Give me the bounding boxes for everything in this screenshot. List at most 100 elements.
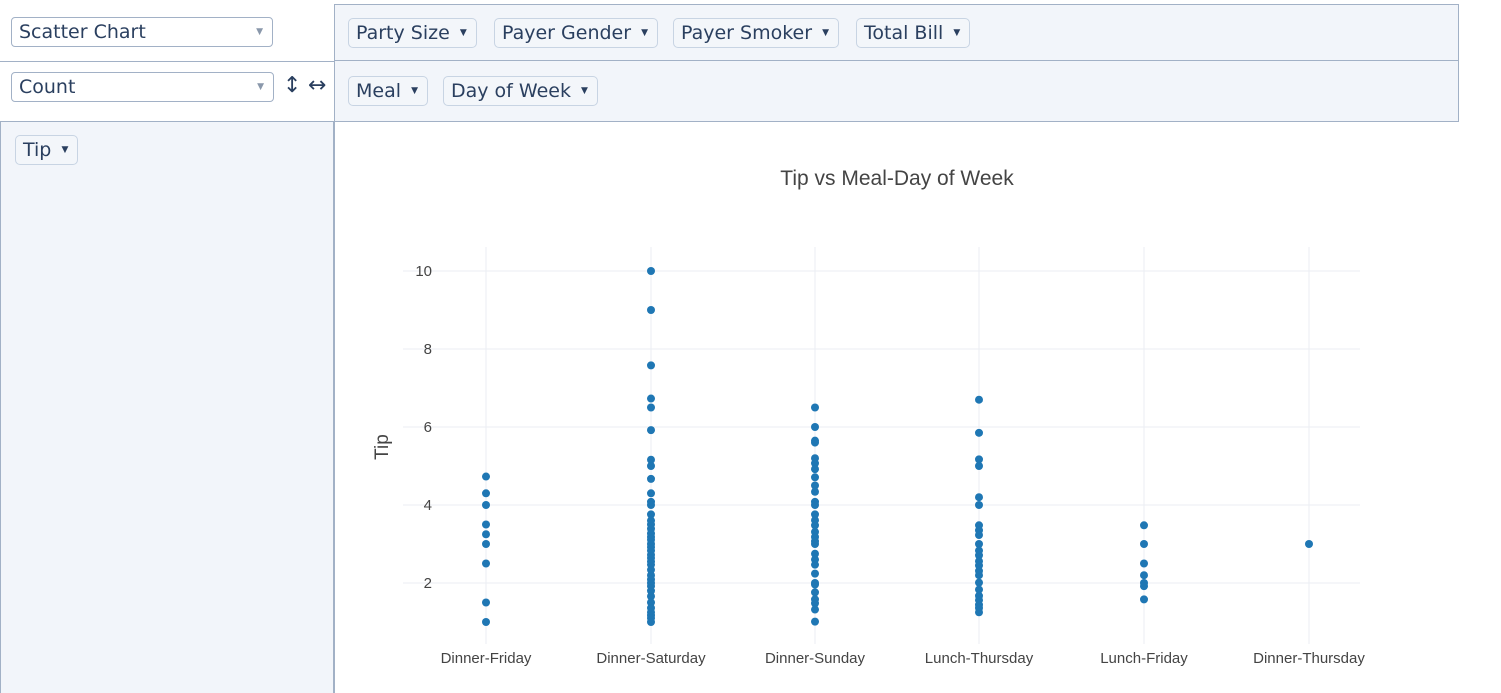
triangle-down-icon[interactable]: ▼ <box>411 86 419 96</box>
scatter-point <box>1140 571 1148 580</box>
scatter-point <box>482 598 490 607</box>
attribute-pill-tip[interactable]: Tip ▼ <box>15 135 79 165</box>
scatter-point <box>647 267 655 275</box>
attribute-pill-label: Payer Gender <box>502 22 632 44</box>
y-axis-label: Tip <box>372 434 393 460</box>
scatter-point <box>975 493 983 502</box>
x-tick-label: Dinner-Friday <box>441 650 532 667</box>
triangle-down-icon[interactable]: ▼ <box>822 28 830 38</box>
scatter-chart: Tip vs Meal-Day of Week Dinner-Friday Din… <box>372 167 1366 667</box>
attribute-pill-party-size[interactable]: Party Size ▼ <box>348 18 477 48</box>
scatter-point <box>1140 595 1148 604</box>
column-attributes-area: Party Size ▼ Payer Gender ▼ Payer Smoker… <box>334 4 1459 61</box>
scatter-point <box>647 618 655 626</box>
scatter-point <box>482 520 490 529</box>
renderer-cell: Scatter Chart ▼ <box>0 0 334 62</box>
horizontal-arrows-icon[interactable]: ↔ <box>308 73 327 98</box>
scatter-point <box>811 580 819 589</box>
chevron-down-icon: ▼ <box>257 82 264 92</box>
scatter-point <box>975 428 983 437</box>
scatter-point <box>811 473 819 482</box>
y-tick-label: 2 <box>424 575 432 592</box>
scatter-point <box>811 487 819 496</box>
y-tick-label: 6 <box>424 419 432 436</box>
scatter-point <box>647 394 655 403</box>
scatter-point <box>975 551 983 560</box>
chart-grid <box>403 247 1360 644</box>
scatter-point <box>482 559 490 568</box>
aggregator-cell: Count ▼ ↕ ↔ <box>0 62 334 122</box>
triangle-down-icon[interactable]: ▼ <box>581 86 588 96</box>
attribute-pill-label: Payer Smoker <box>681 22 813 44</box>
scatter-point <box>647 462 655 470</box>
scatter-point <box>975 395 983 404</box>
attribute-pill-day-of-week[interactable]: Day of Week ▼ <box>443 76 598 106</box>
scatter-point <box>811 465 819 474</box>
scatter-point <box>811 588 819 597</box>
scatter-point <box>975 571 983 580</box>
scatter-point <box>647 501 655 509</box>
attribute-pill-meal[interactable]: Meal ▼ <box>348 76 429 106</box>
scatter-point <box>811 560 819 569</box>
attribute-pill-payer-gender[interactable]: Payer Gender ▼ <box>494 18 659 48</box>
y-tick-label: 10 <box>415 263 432 280</box>
scatter-point <box>811 617 819 626</box>
scatter-point <box>482 489 490 498</box>
scatter-point <box>975 540 983 548</box>
renderer-select-value: Scatter Chart <box>19 21 146 43</box>
vertical-arrows-icon[interactable]: ↕ <box>283 73 302 98</box>
attribute-pill-label: Meal <box>356 80 402 102</box>
scatter-point <box>482 618 490 626</box>
x-axis-ticks: Dinner-Friday Dinner-Saturday Dinner-Sunda… <box>441 650 1366 667</box>
scatter-point <box>647 489 655 498</box>
aggregator-select-value: Count <box>19 76 76 98</box>
scatter-point <box>647 306 655 314</box>
scatter-point <box>811 569 819 578</box>
scatter-point <box>975 462 983 470</box>
scatter-point <box>811 501 819 509</box>
scatter-point <box>811 521 819 530</box>
y-tick-label: 8 <box>424 341 432 358</box>
attribute-pill-label: Party Size <box>356 22 450 44</box>
scatter-point <box>647 592 655 601</box>
attribute-pill-payer-smoker[interactable]: Payer Smoker ▼ <box>673 18 840 48</box>
scatter-point <box>811 423 819 431</box>
scatter-point <box>482 472 490 481</box>
x-tick-label: Lunch-Thursday <box>925 650 1034 667</box>
scatter-point <box>1140 559 1148 568</box>
scatter-point <box>811 599 819 608</box>
triangle-down-icon[interactable]: ▼ <box>459 28 467 38</box>
attribute-pill-total-bill[interactable]: Total Bill ▼ <box>856 18 971 48</box>
triangle-down-icon[interactable]: ▼ <box>953 28 961 38</box>
scatter-point <box>647 426 655 435</box>
scatter-point <box>647 403 655 412</box>
scatter-point <box>647 455 655 464</box>
scatter-point <box>811 481 819 490</box>
scatter-point <box>811 438 819 447</box>
scatter-point <box>1140 521 1148 530</box>
scatter-point <box>811 459 819 468</box>
x-tick-label: Dinner-Thursday <box>1253 650 1365 667</box>
renderer-select[interactable]: Scatter Chart ▼ <box>11 17 273 47</box>
scatter-point <box>482 530 490 539</box>
triangle-down-icon[interactable]: ▼ <box>61 145 69 155</box>
scatter-point <box>1140 540 1148 548</box>
scatter-point <box>647 474 655 483</box>
scatter-point <box>811 403 819 412</box>
chevron-down-icon: ▼ <box>256 27 263 37</box>
y-axis-ticks: 2 4 6 8 10 <box>415 263 432 592</box>
scatter-point <box>975 608 983 617</box>
attribute-pill-label: Tip <box>23 139 52 161</box>
scatter-point <box>811 510 819 519</box>
scatter-point <box>975 585 983 594</box>
pivot-left-column: Scatter Chart ▼ Count ▼ ↕ ↔ Tip ▼ <box>0 0 335 693</box>
aggregator-select[interactable]: Count ▼ <box>11 72 274 102</box>
scatter-point <box>482 501 490 509</box>
scatter-point <box>647 510 655 519</box>
attribute-pill-label: Day of Week <box>451 80 571 102</box>
triangle-down-icon[interactable]: ▼ <box>641 28 649 38</box>
scatter-point <box>975 501 983 509</box>
attribute-pill-label: Total Bill <box>864 22 944 44</box>
x-tick-label: Dinner-Sunday <box>765 650 866 667</box>
scatter-point <box>975 578 983 587</box>
